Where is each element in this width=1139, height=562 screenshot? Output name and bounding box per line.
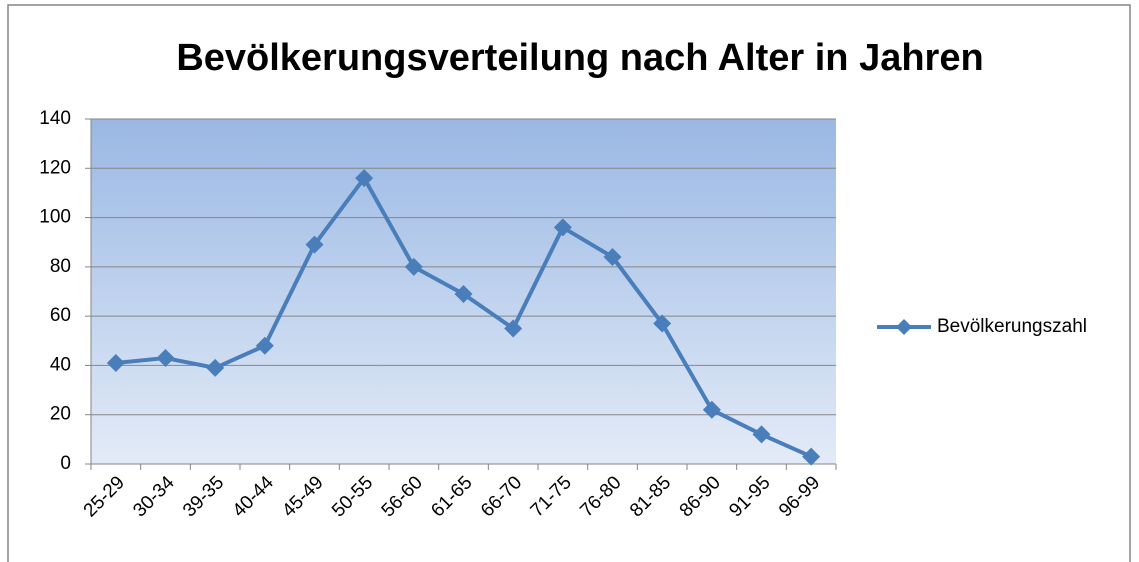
data-point xyxy=(404,257,423,276)
data-point xyxy=(454,284,473,303)
data-point xyxy=(355,169,374,188)
chart-title: Bevölkerungsverteilung nach Alter in Jah… xyxy=(176,37,983,79)
y-tick-label: 140 xyxy=(39,108,71,129)
y-tick-label: 0 xyxy=(60,453,71,474)
data-point xyxy=(305,235,324,254)
data-point xyxy=(504,319,523,338)
y-tick-label: 20 xyxy=(50,404,71,425)
data-point xyxy=(752,425,771,444)
y-tick-label: 60 xyxy=(50,305,71,326)
data-point xyxy=(206,358,225,377)
y-tick-label: 120 xyxy=(39,157,71,178)
data-point xyxy=(702,400,721,419)
data-point xyxy=(156,349,175,368)
data-point xyxy=(802,447,821,466)
data-point xyxy=(603,248,622,266)
data-point xyxy=(106,353,125,372)
legend-label: Bevölkerungszahl xyxy=(937,316,1087,337)
data-point xyxy=(553,218,572,237)
data-point xyxy=(653,314,672,333)
y-tick-label: 40 xyxy=(50,354,71,375)
y-tick-label: 100 xyxy=(39,207,71,228)
y-tick-label: 80 xyxy=(50,256,71,277)
data-point xyxy=(255,336,274,355)
legend-marker xyxy=(896,319,912,335)
